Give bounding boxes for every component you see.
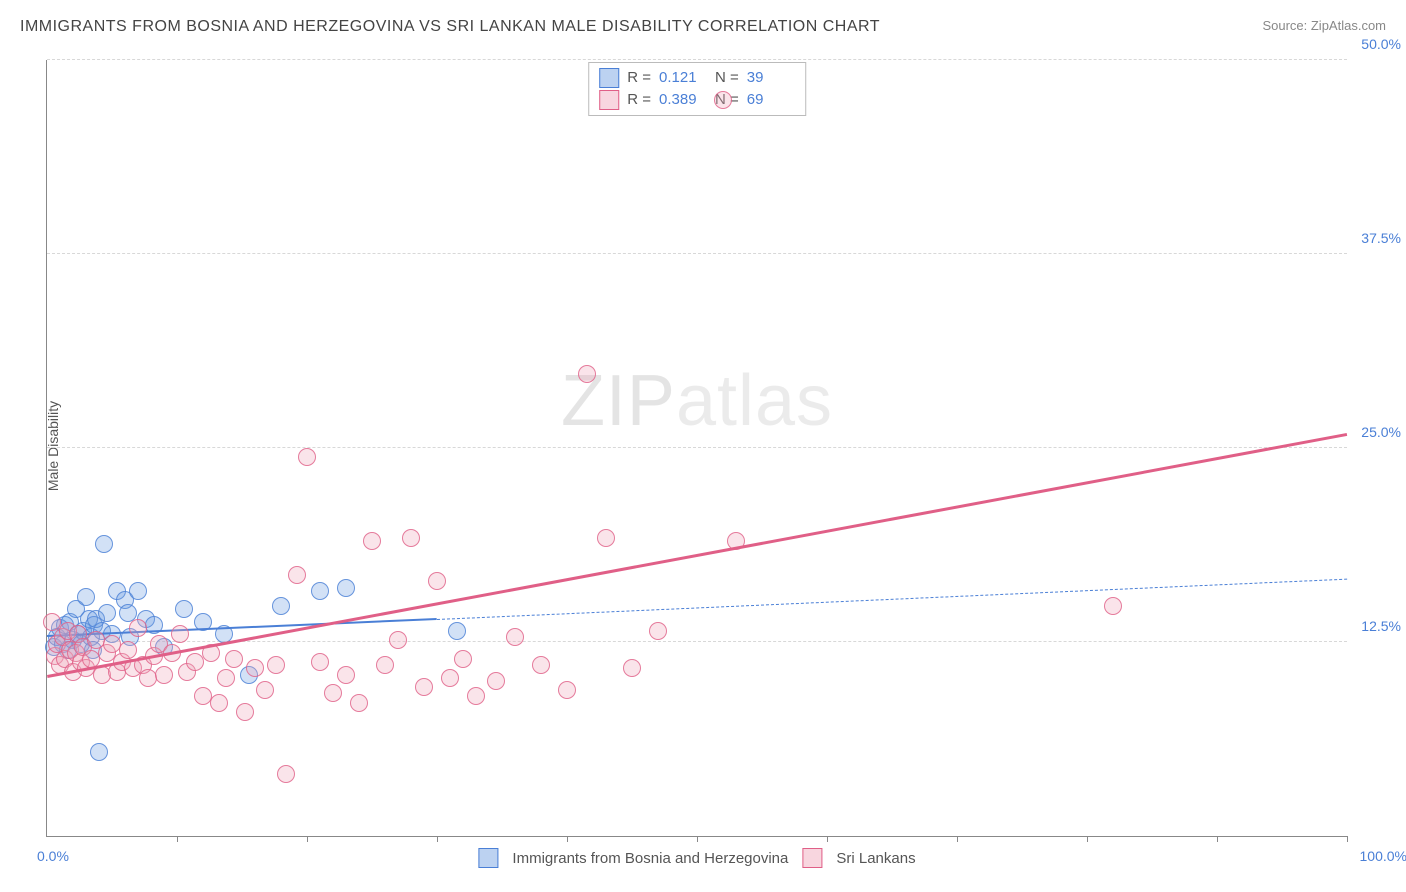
data-point bbox=[90, 743, 108, 761]
r-label: R = bbox=[627, 67, 651, 89]
data-point bbox=[246, 659, 264, 677]
y-tick-label: 25.0% bbox=[1351, 424, 1401, 440]
r-value: 0.389 bbox=[659, 89, 707, 111]
data-point bbox=[454, 650, 472, 668]
data-point bbox=[448, 622, 466, 640]
data-point bbox=[311, 582, 329, 600]
data-point bbox=[225, 650, 243, 668]
data-point bbox=[623, 659, 641, 677]
gridline bbox=[47, 447, 1347, 448]
data-point bbox=[402, 529, 420, 547]
legend-swatch-icon bbox=[478, 848, 498, 868]
y-tick-label: 12.5% bbox=[1351, 618, 1401, 634]
correlation-stats-box: R = 0.121 N = 39R = 0.389 N = 69 bbox=[588, 62, 806, 116]
source-attribution: Source: ZipAtlas.com bbox=[1262, 18, 1386, 33]
gridline bbox=[47, 253, 1347, 254]
data-point bbox=[175, 600, 193, 618]
data-point bbox=[597, 529, 615, 547]
x-tick bbox=[1087, 836, 1088, 842]
data-point bbox=[256, 681, 274, 699]
data-point bbox=[428, 572, 446, 590]
y-tick-label: 50.0% bbox=[1351, 36, 1401, 52]
legend-label: Immigrants from Bosnia and Herzegovina bbox=[512, 850, 788, 867]
n-label: N = bbox=[715, 67, 739, 89]
data-point bbox=[298, 448, 316, 466]
data-point bbox=[210, 694, 228, 712]
gridline bbox=[47, 59, 1347, 60]
r-label: R = bbox=[627, 89, 651, 111]
data-point bbox=[415, 678, 433, 696]
data-point bbox=[129, 582, 147, 600]
data-point bbox=[311, 653, 329, 671]
data-point bbox=[98, 604, 116, 622]
x-tick bbox=[1217, 836, 1218, 842]
x-tick bbox=[567, 836, 568, 842]
data-point bbox=[1104, 597, 1122, 615]
data-point bbox=[337, 579, 355, 597]
data-point bbox=[467, 687, 485, 705]
x-tick bbox=[697, 836, 698, 842]
data-point bbox=[288, 566, 306, 584]
data-point bbox=[714, 91, 732, 109]
data-point bbox=[155, 666, 173, 684]
trend-line bbox=[437, 579, 1347, 620]
x-tick bbox=[827, 836, 828, 842]
data-point bbox=[506, 628, 524, 646]
stats-row: R =0.389N =69 bbox=[599, 89, 795, 111]
legend-swatch-icon bbox=[802, 848, 822, 868]
data-point bbox=[95, 535, 113, 553]
legend-label: Sri Lankans bbox=[836, 850, 915, 867]
data-point bbox=[350, 694, 368, 712]
data-point bbox=[272, 597, 290, 615]
data-point bbox=[376, 656, 394, 674]
data-point bbox=[236, 703, 254, 721]
data-point bbox=[389, 631, 407, 649]
data-point bbox=[363, 532, 381, 550]
data-point bbox=[277, 765, 295, 783]
data-point bbox=[129, 619, 147, 637]
x-axis-end-label: 100.0% bbox=[1360, 848, 1406, 864]
data-point bbox=[77, 588, 95, 606]
data-point bbox=[441, 669, 459, 687]
x-tick bbox=[957, 836, 958, 842]
legend-swatch-icon bbox=[599, 90, 619, 110]
n-value: 69 bbox=[747, 89, 795, 111]
x-tick bbox=[1347, 836, 1348, 842]
legend-swatch-icon bbox=[599, 68, 619, 88]
data-point bbox=[171, 625, 189, 643]
stats-row: R = 0.121 N = 39 bbox=[599, 67, 795, 89]
data-point bbox=[337, 666, 355, 684]
series-legend: Immigrants from Bosnia and Herzegovina Sr… bbox=[478, 848, 915, 868]
data-point bbox=[267, 656, 285, 674]
scatter-plot: ZIPatlas R =0.121N =39R =0.389N =69 0.0%… bbox=[46, 60, 1347, 837]
watermark: ZIPatlas bbox=[561, 360, 833, 442]
data-point bbox=[324, 684, 342, 702]
data-point bbox=[487, 672, 505, 690]
data-point bbox=[649, 622, 667, 640]
data-point bbox=[119, 641, 137, 659]
x-tick bbox=[437, 836, 438, 842]
data-point bbox=[532, 656, 550, 674]
n-value: 39 bbox=[747, 67, 795, 89]
chart-title: IMMIGRANTS FROM BOSNIA AND HERZEGOVINA V… bbox=[20, 18, 880, 36]
data-point bbox=[217, 669, 235, 687]
data-point bbox=[578, 365, 596, 383]
x-tick bbox=[177, 836, 178, 842]
r-value: 0.121 bbox=[659, 67, 707, 89]
x-tick bbox=[307, 836, 308, 842]
data-point bbox=[558, 681, 576, 699]
x-axis-start-label: 0.0% bbox=[37, 848, 69, 864]
y-tick-label: 37.5% bbox=[1351, 230, 1401, 246]
